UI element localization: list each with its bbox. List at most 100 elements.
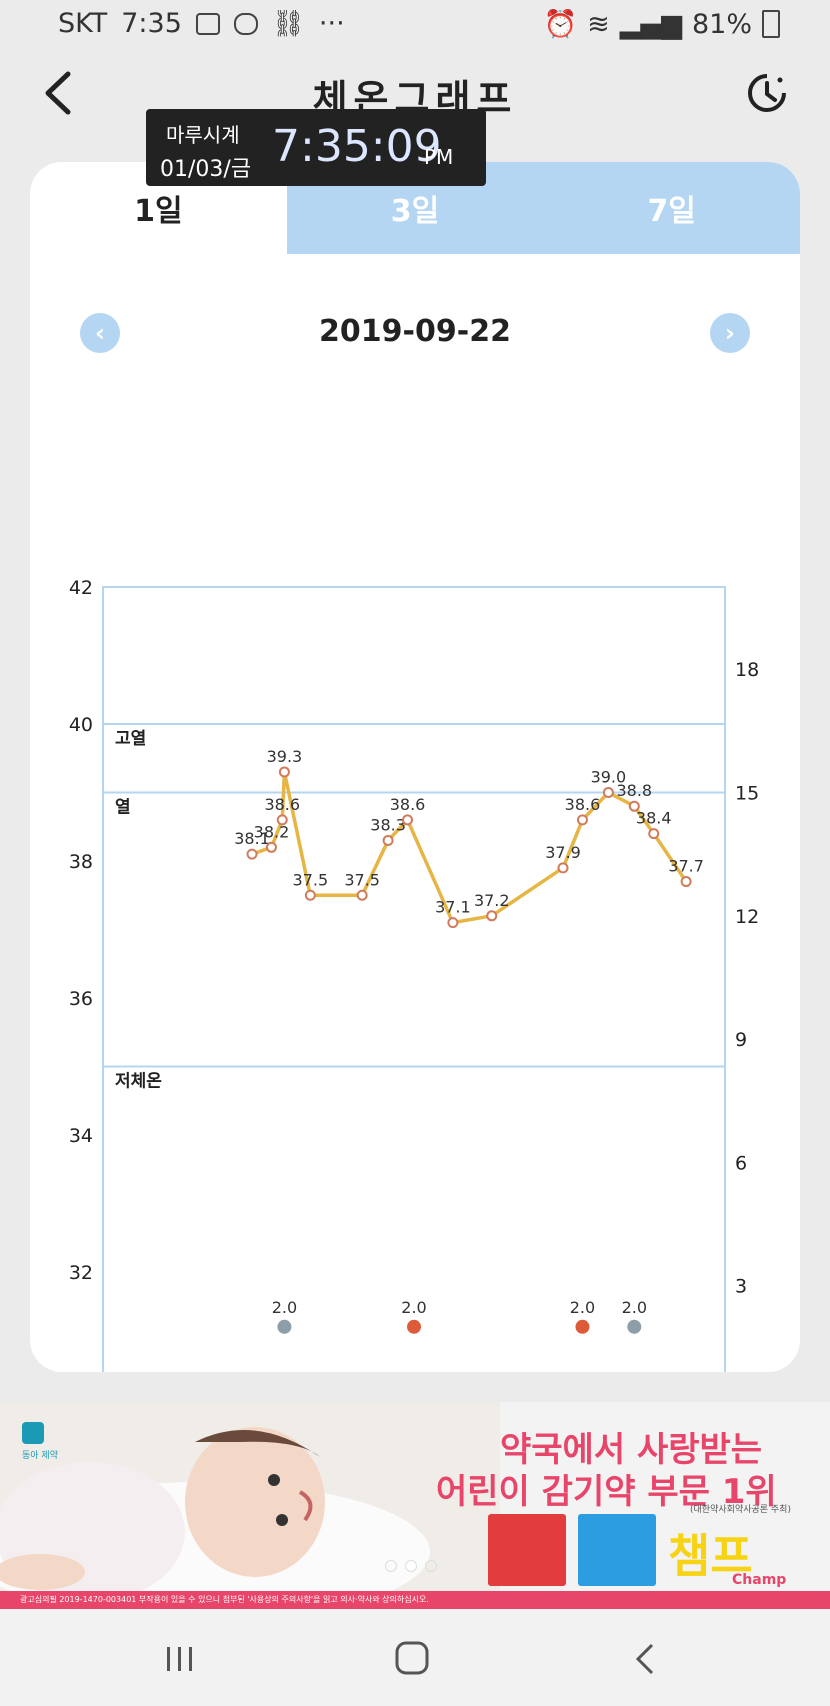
right-axis-tick: 12 <box>735 906 759 928</box>
temperature-label: 38.4 <box>636 809 672 828</box>
left-axis-tick: 34 <box>69 1125 93 1147</box>
back-arrow-icon[interactable] <box>38 68 78 118</box>
blog-icon <box>233 12 258 35</box>
left-axis-tick: 36 <box>69 988 93 1010</box>
recent-apps-icon[interactable] <box>155 1639 205 1679</box>
temperature-point <box>276 814 288 826</box>
temperature-point <box>356 889 368 901</box>
temperature-label: 39.0 <box>591 768 627 787</box>
temperature-label: 38.2 <box>254 822 290 841</box>
temperature-point <box>680 876 692 888</box>
zone-label: 고열 <box>115 729 146 749</box>
chevron-right-icon[interactable]: › <box>710 313 750 353</box>
more-icon: ··· <box>318 8 345 39</box>
temperature-point <box>628 800 640 812</box>
ad-brand: 동아 제약 <box>22 1451 58 1461</box>
plot-frame <box>102 586 726 1372</box>
zone-label: 저체온 <box>115 1072 162 1092</box>
medication-point <box>627 1319 642 1334</box>
current-date: 2019-09-22 <box>319 314 511 349</box>
carousel-dots <box>385 1560 437 1572</box>
clock-date: 01/03/금 <box>160 157 252 182</box>
product-logo-en: Champ <box>732 1572 787 1588</box>
ad-disclaimer: 광고심의필 2019-1470-003401 부작용이 있을 수 있으니 첨부된… <box>0 1591 830 1609</box>
temperature-point <box>246 848 258 860</box>
temperature-point <box>447 917 459 929</box>
right-axis-tick: 15 <box>735 783 759 805</box>
medication-point <box>407 1319 421 1334</box>
clock-history-icon[interactable] <box>742 68 792 118</box>
wifi-icon: ≋ <box>587 8 610 40</box>
zone-label: 열 <box>115 798 131 818</box>
temperature-label: 38.6 <box>390 795 426 814</box>
chart-card: 1일 3일 7일 ‹ 2019-09-22 › 고열열저체온3032343638… <box>30 162 800 1372</box>
right-axis-tick: 18 <box>735 659 759 681</box>
temperature-label: 37.1 <box>435 898 471 917</box>
status-time: 7:35 <box>121 8 182 39</box>
temperature-point <box>557 862 569 874</box>
right-axis-tick: 3 <box>735 1276 747 1298</box>
temperature-label: 37.5 <box>293 870 329 889</box>
clock-time: 7:35:09 <box>272 121 442 172</box>
donga-logo-icon <box>22 1422 44 1444</box>
clock-overlay: 마루시계 01/03/금 7:35:09 PM <box>146 109 486 186</box>
date-navigator: ‹ 2019-09-22 › <box>30 302 800 362</box>
signal-icon: ▂▄▆ <box>619 8 682 40</box>
temperature-point <box>402 814 414 826</box>
temperature-label: 38.1 <box>234 829 270 848</box>
left-axis-tick: 40 <box>69 714 93 736</box>
temperature-chart: 고열열저체온30323436384042036912151800:0003:37… <box>69 577 759 1372</box>
temperature-label: 38.6 <box>264 795 300 814</box>
carousel-dot[interactable] <box>385 1560 397 1572</box>
temperature-point <box>382 834 394 846</box>
clock-label: 마루시계 <box>166 123 240 147</box>
temperature-label: 39.3 <box>267 747 303 766</box>
temperature-label: 38.3 <box>370 815 406 834</box>
temperature-point <box>648 828 660 840</box>
temperature-point <box>602 787 614 798</box>
chevron-left-icon[interactable]: ‹ <box>80 313 120 353</box>
baby-photo <box>0 1402 500 1609</box>
product-logo: 챔프 <box>668 1529 753 1583</box>
medication-point <box>575 1319 590 1334</box>
system-nav-bar <box>0 1609 830 1706</box>
product-box-2 <box>578 1514 656 1586</box>
carousel-dot-active[interactable] <box>405 1560 417 1572</box>
temperature-point <box>486 910 498 922</box>
tab-7-days[interactable]: 7일 <box>543 162 800 254</box>
carrier: SKT <box>58 8 108 39</box>
link-icon: ⛓ <box>271 8 305 39</box>
temperature-label: 37.5 <box>344 870 380 889</box>
temperature-label: 37.7 <box>668 857 704 876</box>
home-icon[interactable] <box>388 1639 438 1679</box>
alarm-icon: ⏰ <box>543 9 578 40</box>
right-axis-tick: 9 <box>735 1029 747 1051</box>
image-icon <box>195 12 220 35</box>
temperature-label: 37.2 <box>474 891 510 910</box>
ad-banner[interactable]: 동아 제약 약국에서 사랑받는 어린이 감기약 부문 1위 (대한약사회약사공론… <box>0 1402 830 1609</box>
carousel-dot[interactable] <box>425 1560 437 1572</box>
medication-label: 2.0 <box>622 1298 647 1317</box>
left-axis-tick: 32 <box>69 1262 93 1284</box>
temperature-label: 38.6 <box>565 795 601 814</box>
clock-ampm: PM <box>424 145 454 169</box>
temperature-line <box>251 770 688 925</box>
status-bar: SKT 7:35 ⛓ ··· ⏰ ≋ ▂▄▆ 81% <box>0 0 830 50</box>
medication-label: 2.0 <box>401 1298 426 1317</box>
product-box-1 <box>488 1514 566 1586</box>
medication-label: 2.0 <box>570 1298 595 1317</box>
medication-point <box>277 1319 292 1334</box>
medication-label: 2.0 <box>272 1298 297 1317</box>
temperature-point <box>265 841 277 853</box>
temperature-label: 38.8 <box>616 781 652 800</box>
temperature-point <box>278 766 290 778</box>
ad-headline-1: 약국에서 사랑받는 <box>500 1430 763 1470</box>
left-axis-tick: 38 <box>69 851 93 873</box>
ad-headline-2: 어린이 감기약 부문 1위 <box>436 1472 777 1512</box>
ad-source: (대한약사회약사공론 주최) <box>690 1505 791 1515</box>
temperature-point <box>576 814 588 826</box>
battery-level: 81% <box>691 8 752 40</box>
temperature-label: 37.9 <box>545 843 581 862</box>
left-axis-tick: 42 <box>69 577 93 599</box>
back-icon[interactable] <box>620 1639 670 1679</box>
